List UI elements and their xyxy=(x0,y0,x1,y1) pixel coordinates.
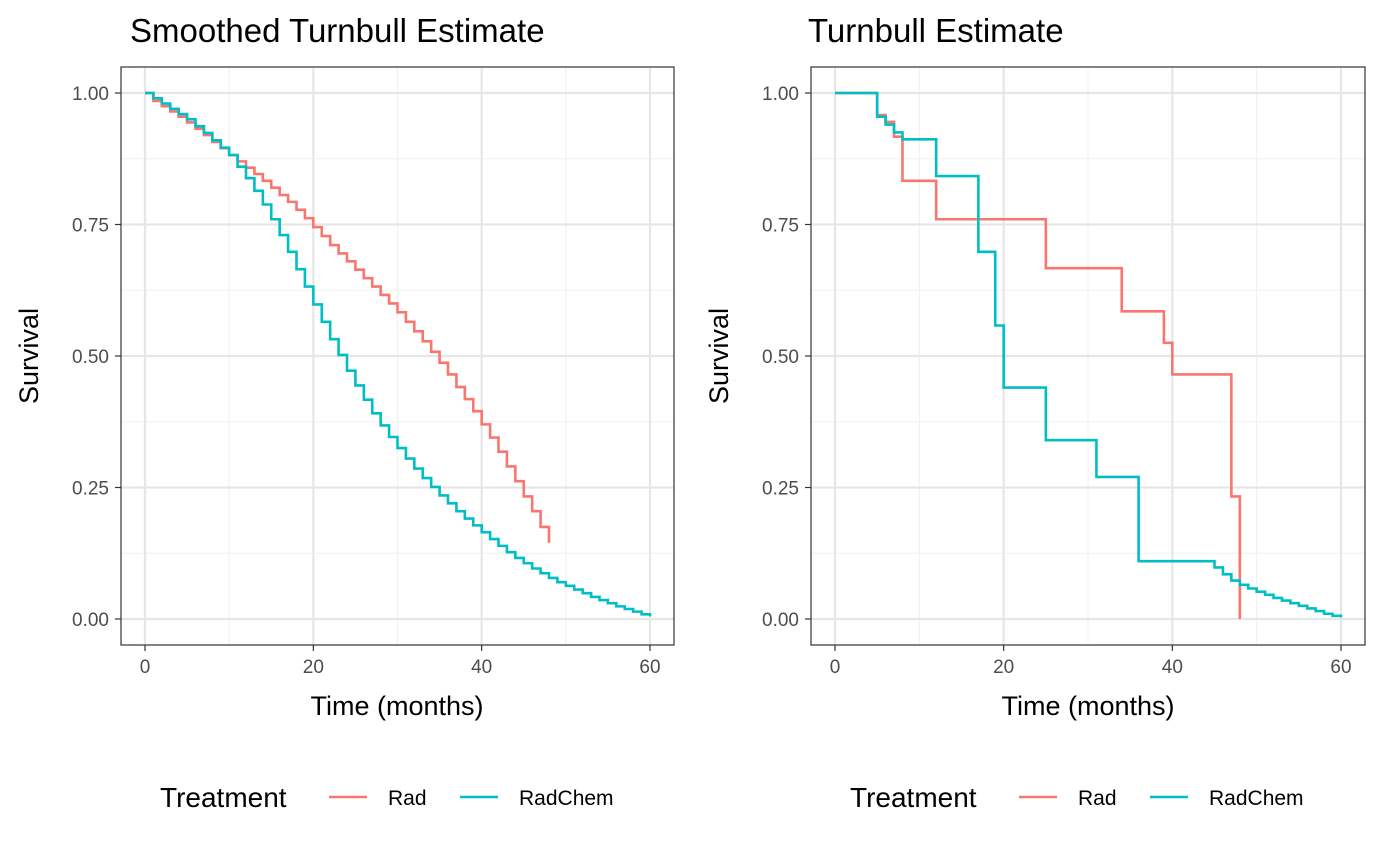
y-tick-label: 0.75 xyxy=(72,216,109,237)
axis-ticks: 0 20 40 60 0.00 0.25 0.50 0.75 1.00 xyxy=(762,84,1352,678)
x-tick-label: 40 xyxy=(471,657,492,678)
series-line-radchem xyxy=(145,91,652,617)
legend: Treatment Rad RadChem xyxy=(850,782,1304,813)
y-tick-label: 0.50 xyxy=(72,347,109,368)
x-axis-title: Time (months) xyxy=(1001,691,1174,721)
series-line-rad xyxy=(145,91,551,543)
y-axis-title: Survival xyxy=(14,308,44,404)
grid xyxy=(811,67,1365,645)
grid xyxy=(121,67,674,645)
y-tick-label: 0.50 xyxy=(762,347,799,368)
y-axis-title: Survival xyxy=(704,308,734,404)
x-tick-label: 20 xyxy=(993,657,1014,678)
x-tick-label: 0 xyxy=(830,657,841,678)
legend-label-radchem: RadChem xyxy=(519,787,614,810)
plot-title: Turnbull Estimate xyxy=(808,12,1064,49)
legend-label-radchem: RadChem xyxy=(1209,787,1304,810)
legend-label-rad: Rad xyxy=(1078,787,1117,810)
series-layer xyxy=(145,91,652,617)
y-tick-label: 1.00 xyxy=(762,84,799,105)
legend-title: Treatment xyxy=(160,782,287,813)
y-tick-label: 0.00 xyxy=(72,610,109,631)
legend-label-rad: Rad xyxy=(388,787,427,810)
x-tick-label: 60 xyxy=(639,657,660,678)
x-tick-label: 60 xyxy=(1330,657,1351,678)
series-layer xyxy=(835,91,1343,619)
y-tick-label: 0.25 xyxy=(762,479,799,500)
x-tick-label: 40 xyxy=(1162,657,1183,678)
panel-smoothed-turnbull: Smoothed Turnbull Estimate 0 20 40 60 0.00 0.… xyxy=(14,12,675,813)
series-line-radchem xyxy=(835,91,1343,618)
x-tick-label: 0 xyxy=(140,657,151,678)
y-tick-label: 0.25 xyxy=(72,479,109,500)
y-tick-label: 0.00 xyxy=(762,610,799,631)
y-tick-label: 1.00 xyxy=(72,84,109,105)
plot-title: Smoothed Turnbull Estimate xyxy=(130,12,545,49)
y-tick-label: 0.75 xyxy=(762,216,799,237)
legend: Treatment Rad RadChem xyxy=(160,782,614,813)
legend-title: Treatment xyxy=(850,782,977,813)
x-tick-label: 20 xyxy=(303,657,324,678)
x-axis-title: Time (months) xyxy=(310,691,483,721)
panel-turnbull: Turnbull Estimate 0 20 40 60 0.00 0.25 0.50 0.7… xyxy=(704,12,1366,813)
axis-ticks: 0 20 40 60 0.00 0.25 0.50 0.75 1.00 xyxy=(72,84,661,678)
